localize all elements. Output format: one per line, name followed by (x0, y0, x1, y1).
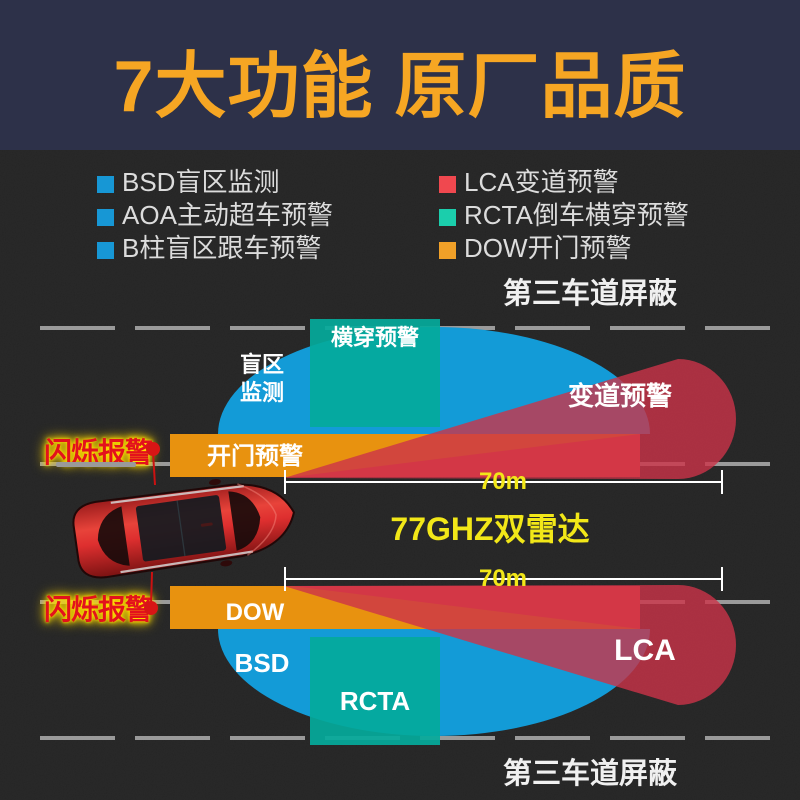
svg-text:监测: 监测 (240, 380, 284, 405)
svg-text:77GHZ双雷达: 77GHZ双雷达 (390, 511, 589, 547)
svg-text:横穿预警: 横穿预警 (331, 325, 419, 350)
svg-text:变道预警: 变道预警 (568, 381, 672, 411)
svg-text:DOW: DOW (226, 599, 285, 626)
svg-text:开门预警: 开门预警 (207, 442, 303, 470)
svg-text:LCA: LCA (614, 634, 676, 667)
svg-text:70m: 70m (479, 565, 527, 592)
svg-text:70m: 70m (479, 468, 527, 495)
svg-text:BSD: BSD (235, 648, 290, 678)
svg-text:RCTA: RCTA (340, 686, 411, 716)
svg-text:盲区: 盲区 (240, 352, 284, 377)
